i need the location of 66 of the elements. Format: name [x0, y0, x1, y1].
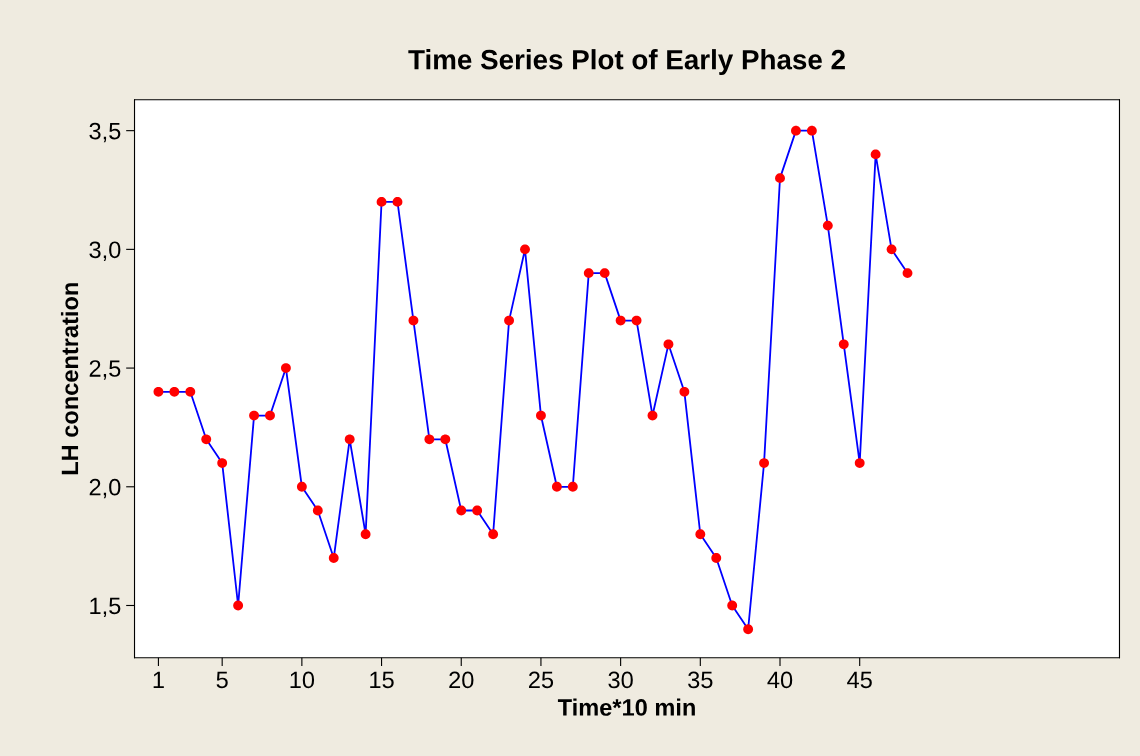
- chart-title: Time Series Plot of Early Phase 2: [408, 49, 845, 75]
- point: [631, 315, 642, 326]
- point: [647, 410, 658, 421]
- x-tick-label: 10: [290, 671, 315, 689]
- x-tick-label: 35: [688, 671, 713, 689]
- y-tick-label: 3,0: [89, 241, 121, 261]
- point: [727, 600, 738, 611]
- point: [360, 529, 371, 540]
- point: [536, 410, 546, 421]
- x-axis-title: Time*10 min: [557, 698, 695, 716]
- point: [838, 339, 849, 350]
- y-axis-title: LH concentration: [60, 283, 79, 475]
- point: [791, 125, 801, 136]
- point: [201, 434, 212, 445]
- point: [679, 386, 690, 397]
- point: [870, 149, 881, 160]
- point: [854, 458, 865, 468]
- point: [583, 268, 594, 279]
- x-tick-label: 5: [216, 671, 228, 689]
- x-tick-label: 15: [370, 671, 394, 689]
- y-tick-label: 3,5: [89, 122, 121, 143]
- point: [695, 529, 706, 540]
- point: [551, 481, 562, 492]
- x-tick-label: 45: [847, 671, 872, 689]
- point: [169, 386, 180, 397]
- point: [440, 434, 451, 445]
- point: [408, 315, 419, 326]
- point: [217, 458, 228, 468]
- point: [743, 624, 754, 635]
- point: [281, 363, 291, 373]
- point: [822, 220, 833, 231]
- point: [249, 410, 259, 421]
- y-tick-label: 1,5: [90, 597, 121, 618]
- point: [185, 386, 196, 397]
- point: [328, 553, 339, 563]
- x-tick-label: 20: [449, 671, 474, 689]
- point: [488, 529, 499, 540]
- point: [806, 125, 817, 136]
- x-tick-label: 30: [608, 671, 633, 689]
- point: [775, 173, 785, 184]
- point: [344, 434, 355, 445]
- point: [472, 505, 483, 516]
- point: [296, 481, 307, 492]
- point: [615, 315, 626, 326]
- point: [711, 553, 722, 563]
- point: [886, 244, 897, 255]
- x-tick-label: 40: [767, 671, 793, 689]
- point: [567, 481, 578, 492]
- y-tick-label: 2,0: [89, 478, 121, 499]
- point: [504, 315, 514, 326]
- point: [153, 386, 164, 397]
- point: [759, 458, 769, 468]
- point: [456, 505, 467, 516]
- point: [265, 410, 275, 421]
- point: [902, 268, 913, 279]
- point: [599, 268, 610, 279]
- point: [424, 434, 435, 445]
- point: [376, 196, 387, 207]
- point: [312, 505, 323, 516]
- point: [233, 600, 244, 611]
- point: [663, 339, 674, 350]
- point: [520, 244, 530, 255]
- point: [392, 196, 403, 207]
- y-tick-label: 2,5: [89, 360, 121, 380]
- x-tick-label: 1: [153, 671, 164, 689]
- x-tick-label: 25: [528, 671, 554, 689]
